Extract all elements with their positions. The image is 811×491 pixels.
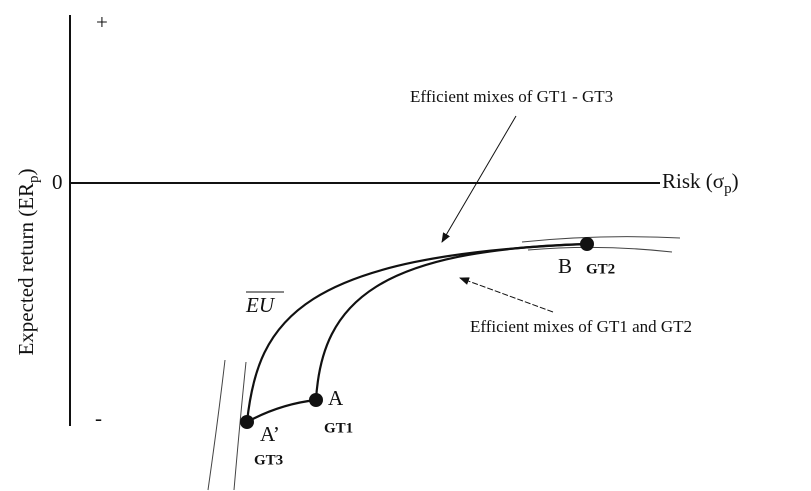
upper-curve-note: Efficient mixes of GT1 - GT3 xyxy=(410,87,613,106)
zero-label: 0 xyxy=(52,170,63,194)
y-label-subscript: p xyxy=(26,175,42,183)
y-label-close: ) xyxy=(14,168,38,175)
y-label-text: Expected return (ER xyxy=(14,183,38,356)
point-label: A xyxy=(328,386,344,410)
indifference-curve xyxy=(207,359,226,491)
point xyxy=(580,237,594,251)
lower-curve-note: Efficient mixes of GT1 and GT2 xyxy=(470,317,692,336)
indifference-curve xyxy=(521,236,681,243)
point-group: GT3 xyxy=(254,452,283,468)
utility-label: EU xyxy=(245,293,276,317)
indifference-curve xyxy=(527,246,673,253)
point-group: GT2 xyxy=(586,261,615,277)
x-axis-label: Risk (σp) xyxy=(662,169,739,198)
point-label: B xyxy=(558,254,572,278)
y-axis-label: Expected return (ERp) xyxy=(14,168,43,355)
point-label: A’ xyxy=(260,422,280,446)
lower-frontier xyxy=(314,242,588,401)
point xyxy=(240,415,254,429)
indifference-curve xyxy=(233,361,247,491)
x-label-text: Risk (σ xyxy=(662,169,724,193)
frontier-segment xyxy=(246,398,317,423)
arrow xyxy=(441,115,517,243)
x-label-close: ) xyxy=(732,169,739,193)
arrow xyxy=(459,277,554,313)
minus-sign: - xyxy=(95,406,102,430)
point xyxy=(309,393,323,407)
x-label-subscript: p xyxy=(724,181,732,197)
point-group: GT1 xyxy=(324,420,353,436)
plus-sign: + xyxy=(96,10,108,34)
